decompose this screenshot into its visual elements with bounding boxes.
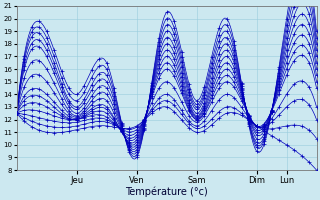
X-axis label: Température (°c): Température (°c) — [125, 186, 208, 197]
